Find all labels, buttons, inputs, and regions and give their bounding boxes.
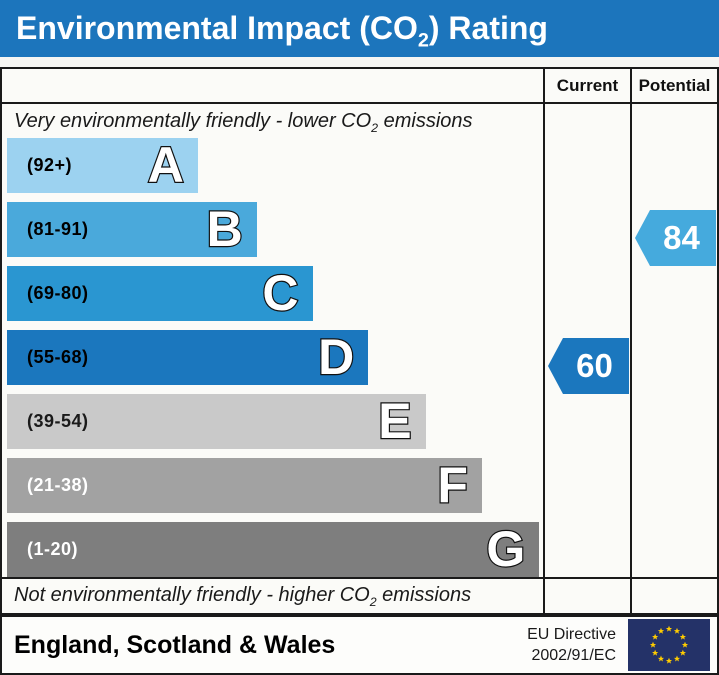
- bottom-note-potential-cell: [630, 579, 717, 613]
- band-e-letter: E: [377, 392, 413, 449]
- chart-title-subscript: 2: [417, 29, 429, 52]
- band-g-letter: G: [485, 520, 526, 577]
- band-row-a: (92+) A: [7, 136, 543, 194]
- band-f-letter: F: [436, 456, 469, 513]
- bottom-note-row: Not environmentally friendly - higher CO…: [2, 577, 717, 613]
- band-row-c: (69-80) C: [7, 264, 543, 322]
- band-b-range: (81-91): [27, 219, 89, 239]
- band-row-b: (81-91) B: [7, 200, 543, 258]
- potential-column: 84: [630, 104, 717, 577]
- potential-rating-value: 84: [663, 219, 700, 256]
- top-note-subscript: 2: [371, 121, 379, 135]
- eu-flag-icon: [628, 619, 710, 671]
- eu-directive-line1: EU Directive: [527, 625, 616, 643]
- band-row-e: (39-54) E: [7, 392, 543, 450]
- band-e-range: (39-54): [27, 411, 89, 431]
- band-g: (1-20) G: [7, 520, 540, 578]
- bottom-note-subscript: 2: [369, 595, 377, 609]
- top-note: Very environmentally friendly - lower CO…: [2, 104, 543, 138]
- table-header-row: Current Potential: [2, 69, 717, 104]
- bottom-note-text-end: emissions: [376, 584, 472, 606]
- chart-title-text: Environmental Impact (CO: [16, 10, 418, 46]
- bottom-note: Not environmentally friendly - higher CO…: [2, 579, 543, 613]
- band-d-range: (55-68): [27, 347, 89, 367]
- band-c-range: (69-80): [27, 283, 89, 303]
- band-a: (92+) A: [7, 136, 198, 194]
- band-a-range: (92+): [27, 155, 73, 175]
- eu-directive-line2: 2002/91/EC: [531, 647, 616, 664]
- current-column: 60: [543, 104, 630, 577]
- band-d-letter: D: [317, 328, 356, 385]
- current-rating-arrow: 60: [548, 338, 629, 394]
- potential-rating-arrow: 84: [635, 210, 716, 266]
- top-note-text: Very environmentally friendly - lower CO: [14, 110, 372, 132]
- chart-title-text-end: ) Rating: [428, 10, 548, 46]
- footer-bar: England, Scotland & Wales EU Directive 2…: [0, 615, 719, 675]
- band-row-d: (55-68) D: [7, 328, 543, 386]
- bands-column: Very environmentally friendly - lower CO…: [2, 104, 543, 578]
- band-f: (21-38) F: [7, 456, 482, 514]
- band-c-letter: C: [261, 264, 300, 321]
- column-header-potential: Potential: [630, 69, 717, 102]
- bottom-note-text: Not environmentally friendly - higher CO: [14, 584, 370, 606]
- band-c: (69-80) C: [7, 264, 313, 322]
- table-body-row: Very environmentally friendly - lower CO…: [2, 104, 717, 578]
- eu-directive-label: EU Directive 2002/91/EC: [527, 624, 616, 666]
- current-rating-value: 60: [576, 347, 613, 384]
- band-d: (55-68) D: [7, 328, 369, 386]
- band-f-range: (21-38): [27, 475, 89, 495]
- band-a-letter: A: [146, 136, 185, 193]
- band-b: (81-91) B: [7, 200, 257, 258]
- rating-table: Current Potential Very environmentally f…: [0, 67, 719, 615]
- chart-title: Environmental Impact (CO2) Rating: [0, 0, 719, 57]
- header-spacer: [2, 69, 543, 102]
- rating-bands: (92+) A (81-91) B (69-80) C: [7, 136, 543, 578]
- footer-region: England, Scotland & Wales: [14, 630, 336, 659]
- band-row-f: (21-38) F: [7, 456, 543, 514]
- bottom-note-current-cell: [543, 579, 630, 613]
- band-g-range: (1-20): [27, 539, 79, 559]
- band-b-letter: B: [205, 200, 244, 257]
- top-note-text-end: emissions: [378, 110, 473, 132]
- band-row-g: (1-20) G: [7, 520, 543, 578]
- band-e: (39-54) E: [7, 392, 426, 450]
- column-header-current: Current: [543, 69, 630, 102]
